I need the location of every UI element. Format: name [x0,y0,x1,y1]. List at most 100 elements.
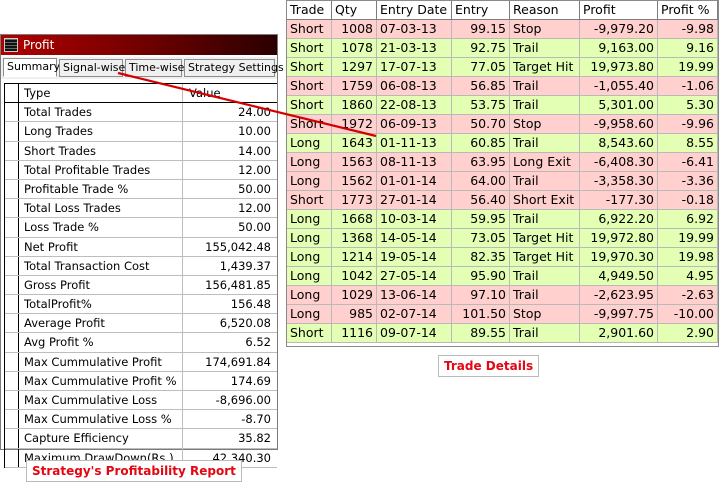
profit-pct-cell: -9.96 [658,115,718,134]
qty-cell: 1972 [332,115,377,134]
summary-row[interactable]: Max Cummulative Profit % 174.69 [5,371,277,391]
trade-row[interactable]: Short 1972 06-09-13 50.70 Stop -9,958.60 -9.96 [287,115,718,134]
row-selector[interactable] [5,429,19,448]
trade-row[interactable]: Short 1116 09-07-14 89.55 Trail 2,901.60 2.90 [287,324,718,343]
summary-row[interactable]: Max Cummulative Loss -8,696.00 [5,391,277,411]
row-selector[interactable] [5,448,19,467]
summary-value-cell: 174.69 [182,371,277,390]
trade-type-cell: Long [287,134,332,153]
row-selector[interactable] [5,275,19,295]
trade-row[interactable]: Long 1214 19-05-14 82.35 Target Hit 19,970.30… [287,248,718,267]
row-selector[interactable] [5,103,19,122]
entry-price-cell: 77.05 [452,58,510,77]
tab-strategy-settings[interactable]: Strategy Settings [184,59,284,77]
trade-row[interactable]: Short 1078 21-03-13 92.75 Trail 9,163.00 9.16 [287,39,718,58]
row-selector[interactable] [5,141,19,160]
row-selector[interactable] [5,160,19,179]
profit-cell: 4,949.50 [580,267,658,286]
column-header-value[interactable]: Value [182,84,277,103]
column-header-trade[interactable]: Trade [287,1,332,20]
summary-row[interactable]: Capture Efficiency 35.82 [5,429,277,449]
trade-row[interactable]: Long 1563 08-11-13 63.95 Long Exit -6,408.30-… [287,153,718,172]
row-selector[interactable] [5,256,19,275]
summary-row[interactable]: TotalProfit% 156.48 [5,295,277,315]
trade-row[interactable]: Long 985 02-07-14 101.50 Stop -9,997.75 -10.00 [287,305,718,324]
row-selector[interactable] [5,122,19,141]
summary-row[interactable]: Total Transaction Cost 1,439.37 [5,256,277,276]
profit-pct-cell: -10.00 [658,305,718,324]
column-header-qty[interactable]: Qty [332,1,377,20]
row-selector[interactable] [5,333,19,352]
summary-row[interactable]: Loss Trade % 50.00 [5,218,277,238]
profit-pct-cell: 2.90 [658,324,718,343]
summary-row[interactable]: Gross Profit 156,481.85 [5,275,277,296]
profit-cell: -9,979.20 [580,20,658,39]
qty-cell: 1297 [332,58,377,77]
row-selector[interactable] [5,199,19,218]
trade-row[interactable]: Short 1860 22-08-13 53.75 Trail 5,301.00 5.30 [287,96,718,115]
column-header-profit[interactable]: Profit [580,1,658,20]
summary-row[interactable]: Max Cummulative Loss % -8.70 [5,410,277,430]
trade-row[interactable]: Long 1562 01-01-14 64.00 Trail -3,358.30 -3.36 [287,172,718,191]
profit-titlebar[interactable]: Profit [1,35,277,55]
trade-row[interactable]: Short 1297 17-07-13 77.05 Target Hit 19,973.8… [287,58,718,77]
row-selector[interactable] [5,391,19,410]
row-selector[interactable] [5,84,19,103]
summary-row[interactable]: Profitable Trade % 50.00 [5,179,277,200]
summary-value-cell: -8,696.00 [182,391,277,410]
tab-signal-wise[interactable]: Signal-wise [59,59,125,77]
reason-cell: Trail [510,324,580,343]
row-selector[interactable] [5,371,19,390]
row-selector[interactable] [5,410,19,429]
trade-row[interactable]: Short 1773 27-01-14 56.40 Short Exit -177.30-… [287,191,718,210]
row-selector[interactable] [5,352,19,371]
row-selector[interactable] [5,179,19,199]
trade-type-cell: Long [287,229,332,248]
trade-row[interactable]: Long 1042 27-05-14 95.90 Trail 4,949.50 4.95 [287,267,718,286]
summary-row[interactable]: Average Profit 6,520.08 [5,314,277,334]
reason-cell: Target Hit [510,229,580,248]
window-title: Profit [23,38,55,52]
entry-date-cell: 21-03-13 [377,39,452,58]
trade-row[interactable]: Long 1029 13-06-14 97.10 Trail -2,623.95 -2.63 [287,286,718,305]
row-selector[interactable] [5,237,19,256]
summary-row[interactable]: Avg Profit % 6.52 [5,333,277,353]
trade-type-cell: Short [287,58,332,77]
trade-type-cell: Short [287,96,332,115]
summary-row[interactable]: Long Trades 10.00 [5,122,277,142]
row-selector[interactable] [5,295,19,314]
reason-cell: Stop [510,305,580,324]
trade-row[interactable]: Short 1008 07-03-13 99.15 Stop -9,979.20 -9.98 [287,20,718,39]
entry-date-cell: 22-08-13 [377,96,452,115]
summary-row[interactable]: Net Profit 155,042.48 [5,237,277,257]
tab-summary[interactable]: Summary [3,58,60,77]
column-header-reason[interactable]: Reason [510,1,580,20]
reason-cell: Trail [510,134,580,153]
qty-cell: 1042 [332,267,377,286]
summary-row[interactable]: Total Profitable Trades 12.00 [5,160,277,180]
tab-time-wise[interactable]: Time-wise [125,59,184,77]
profit-pct-cell: 5.30 [658,96,718,115]
row-selector[interactable] [5,218,19,237]
trade-row[interactable]: Long 1643 01-11-13 60.85 Trail 8,543.60 8.55 [287,134,718,153]
entry-price-cell: 92.75 [452,39,510,58]
summary-row[interactable]: Total Trades 24.00 [5,103,277,123]
trade-type-cell: Short [287,77,332,96]
qty-cell: 1116 [332,324,377,343]
column-header-entry[interactable]: Entry [452,1,510,20]
trade-row[interactable]: Long 1368 14-05-14 73.05 Target Hit 19,972.80… [287,229,718,248]
summary-row[interactable]: Short Trades 14.00 [5,141,277,161]
profit-cell: -3,358.30 [580,172,658,191]
column-header-profit-pct[interactable]: Profit % [658,1,718,20]
column-header-entry-date[interactable]: Entry Date [377,1,452,20]
profit-cell: -9,958.60 [580,115,658,134]
row-selector[interactable] [5,314,19,333]
profit-cell: -2,623.95 [580,286,658,305]
trade-row[interactable]: Short 1759 06-08-13 56.85 Trail -1,055.40 -1.0… [287,77,718,96]
qty-cell: 1029 [332,286,377,305]
summary-row[interactable]: Total Loss Trades 12.00 [5,199,277,219]
profit-pct-cell: -2.63 [658,286,718,305]
summary-row[interactable]: Max Cummulative Profit 174,691.84 [5,352,277,372]
trade-row[interactable]: Long 1668 10-03-14 59.95 Trail 6,922.20 6.92 [287,210,718,229]
column-header-type[interactable]: Type [24,86,51,100]
